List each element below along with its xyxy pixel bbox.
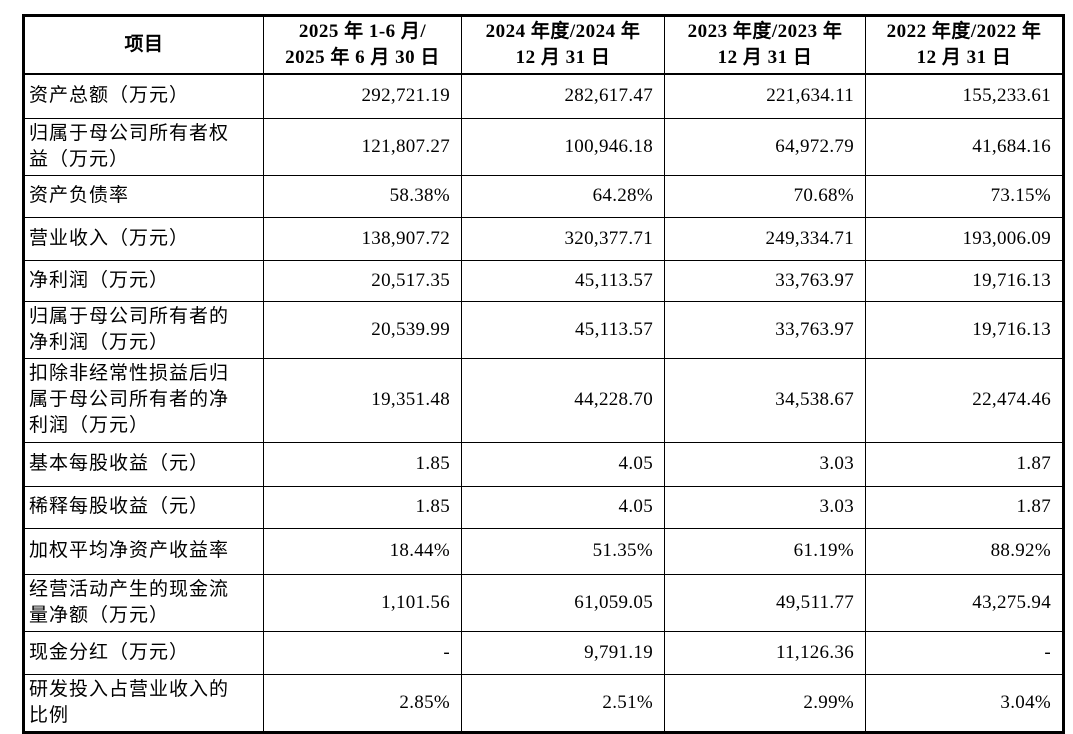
cell-value: 292,721.19 <box>263 73 462 119</box>
cell-value: 3.03 <box>664 441 866 487</box>
table-row: 扣除非经常性损益后归 属于母公司所有者的净 利润（万元） 19,351.48 4… <box>23 357 1064 443</box>
cell-value: 1.87 <box>865 441 1064 487</box>
col-header-period-2022: 2022 年度/2022 年 12 月 31 日 <box>865 15 1064 75</box>
row-label: 现金分红（万元） <box>23 630 264 675</box>
row-label: 资产总额（万元） <box>23 73 264 119</box>
cell-value: 19,716.13 <box>865 300 1064 359</box>
cell-value: 64,972.79 <box>664 117 866 176</box>
row-label: 加权平均净资产收益率 <box>23 527 264 575</box>
row-label: 研发投入占营业收入的 比例 <box>23 673 264 733</box>
cell-value: 11,126.36 <box>664 630 866 675</box>
cell-value: 58.38% <box>263 174 462 218</box>
row-label: 资产负债率 <box>23 174 264 218</box>
cell-value: 1.87 <box>865 485 1064 529</box>
cell-value: 4.05 <box>461 441 665 487</box>
cell-value: 70.68% <box>664 174 866 218</box>
table-row: 现金分红（万元） - 9,791.19 11,126.36 - <box>23 630 1064 675</box>
cell-value: 3.03 <box>664 485 866 529</box>
cell-value: 121,807.27 <box>263 117 462 176</box>
table-row: 研发投入占营业收入的 比例 2.85% 2.51% 2.99% 3.04% <box>23 673 1064 733</box>
cell-value: 20,539.99 <box>263 300 462 359</box>
cell-value: 61,059.05 <box>461 573 665 632</box>
row-label: 净利润（万元） <box>23 259 264 302</box>
table-row: 归属于母公司所有者的 净利润（万元） 20,539.99 45,113.57 3… <box>23 300 1064 359</box>
col-header-period-2023: 2023 年度/2023 年 12 月 31 日 <box>664 15 866 75</box>
row-label: 基本每股收益（元） <box>23 441 264 487</box>
cell-value: 20,517.35 <box>263 259 462 302</box>
cell-value: 1,101.56 <box>263 573 462 632</box>
cell-value: 2.99% <box>664 673 866 733</box>
table-row: 经营活动产生的现金流 量净额（万元） 1,101.56 61,059.05 49… <box>23 573 1064 632</box>
cell-value: 88.92% <box>865 527 1064 575</box>
financial-summary-table: 项目 2025 年 1-6 月/ 2025 年 6 月 30 日 2024 年度… <box>22 14 1065 734</box>
cell-value: 221,634.11 <box>664 73 866 119</box>
cell-value: 2.85% <box>263 673 462 733</box>
cell-value: 44,228.70 <box>461 357 665 443</box>
table-row: 资产负债率 58.38% 64.28% 70.68% 73.15% <box>23 174 1064 218</box>
table-row: 归属于母公司所有者权 益（万元） 121,807.27 100,946.18 6… <box>23 117 1064 176</box>
cell-value: 45,113.57 <box>461 259 665 302</box>
row-label: 归属于母公司所有者权 益（万元） <box>23 117 264 176</box>
row-label: 扣除非经常性损益后归 属于母公司所有者的净 利润（万元） <box>23 357 264 443</box>
cell-value: 320,377.71 <box>461 216 665 261</box>
cell-value: 33,763.97 <box>664 300 866 359</box>
cell-value: 45,113.57 <box>461 300 665 359</box>
row-label: 营业收入（万元） <box>23 216 264 261</box>
cell-value: 249,334.71 <box>664 216 866 261</box>
table-row: 净利润（万元） 20,517.35 45,113.57 33,763.97 19… <box>23 259 1064 302</box>
cell-value: 138,907.72 <box>263 216 462 261</box>
cell-value: 100,946.18 <box>461 117 665 176</box>
cell-value: 2.51% <box>461 673 665 733</box>
cell-value: 3.04% <box>865 673 1064 733</box>
row-label: 经营活动产生的现金流 量净额（万元） <box>23 573 264 632</box>
cell-value: 155,233.61 <box>865 73 1064 119</box>
col-header-period-2025h1: 2025 年 1-6 月/ 2025 年 6 月 30 日 <box>263 15 462 75</box>
cell-value: 193,006.09 <box>865 216 1064 261</box>
table-row: 加权平均净资产收益率 18.44% 51.35% 61.19% 88.92% <box>23 527 1064 575</box>
cell-value: 1.85 <box>263 441 462 487</box>
cell-value: 4.05 <box>461 485 665 529</box>
cell-value: - <box>263 630 462 675</box>
cell-value: 19,716.13 <box>865 259 1064 302</box>
row-label: 归属于母公司所有者的 净利润（万元） <box>23 300 264 359</box>
cell-value: - <box>865 630 1064 675</box>
header-row: 项目 2025 年 1-6 月/ 2025 年 6 月 30 日 2024 年度… <box>23 15 1064 75</box>
col-header-period-2024: 2024 年度/2024 年 12 月 31 日 <box>461 15 665 75</box>
cell-value: 34,538.67 <box>664 357 866 443</box>
cell-value: 1.85 <box>263 485 462 529</box>
cell-value: 19,351.48 <box>263 357 462 443</box>
cell-value: 22,474.46 <box>865 357 1064 443</box>
cell-value: 51.35% <box>461 527 665 575</box>
table-row: 资产总额（万元） 292,721.19 282,617.47 221,634.1… <box>23 73 1064 119</box>
table-row: 营业收入（万元） 138,907.72 320,377.71 249,334.7… <box>23 216 1064 261</box>
cell-value: 282,617.47 <box>461 73 665 119</box>
cell-value: 33,763.97 <box>664 259 866 302</box>
cell-value: 61.19% <box>664 527 866 575</box>
table-row: 基本每股收益（元） 1.85 4.05 3.03 1.87 <box>23 441 1064 487</box>
row-label: 稀释每股收益（元） <box>23 485 264 529</box>
cell-value: 49,511.77 <box>664 573 866 632</box>
table-row: 稀释每股收益（元） 1.85 4.05 3.03 1.87 <box>23 485 1064 529</box>
cell-value: 43,275.94 <box>865 573 1064 632</box>
cell-value: 41,684.16 <box>865 117 1064 176</box>
cell-value: 64.28% <box>461 174 665 218</box>
cell-value: 73.15% <box>865 174 1064 218</box>
cell-value: 9,791.19 <box>461 630 665 675</box>
col-header-item: 项目 <box>23 15 264 75</box>
cell-value: 18.44% <box>263 527 462 575</box>
